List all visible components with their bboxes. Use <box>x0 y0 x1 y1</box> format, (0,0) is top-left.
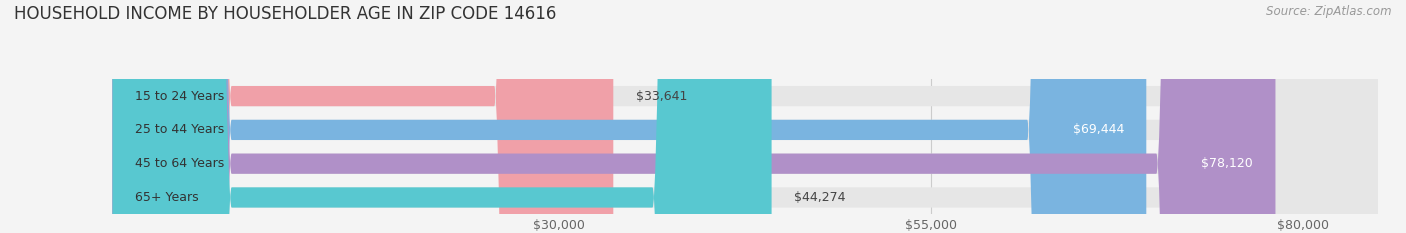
FancyBboxPatch shape <box>112 0 1146 233</box>
Text: 25 to 44 Years: 25 to 44 Years <box>135 123 224 136</box>
FancyBboxPatch shape <box>112 0 772 233</box>
Text: $44,274: $44,274 <box>794 191 845 204</box>
FancyBboxPatch shape <box>112 0 1378 233</box>
Text: $69,444: $69,444 <box>1073 123 1123 136</box>
Text: $33,641: $33,641 <box>636 90 688 103</box>
Text: 15 to 24 Years: 15 to 24 Years <box>135 90 224 103</box>
Text: Source: ZipAtlas.com: Source: ZipAtlas.com <box>1267 5 1392 18</box>
FancyBboxPatch shape <box>112 0 1378 233</box>
FancyBboxPatch shape <box>112 0 1378 233</box>
Text: 45 to 64 Years: 45 to 64 Years <box>135 157 224 170</box>
Text: $78,120: $78,120 <box>1201 157 1253 170</box>
FancyBboxPatch shape <box>112 0 1275 233</box>
Text: 65+ Years: 65+ Years <box>135 191 198 204</box>
FancyBboxPatch shape <box>112 0 613 233</box>
FancyBboxPatch shape <box>112 0 1378 233</box>
Text: HOUSEHOLD INCOME BY HOUSEHOLDER AGE IN ZIP CODE 14616: HOUSEHOLD INCOME BY HOUSEHOLDER AGE IN Z… <box>14 5 557 23</box>
